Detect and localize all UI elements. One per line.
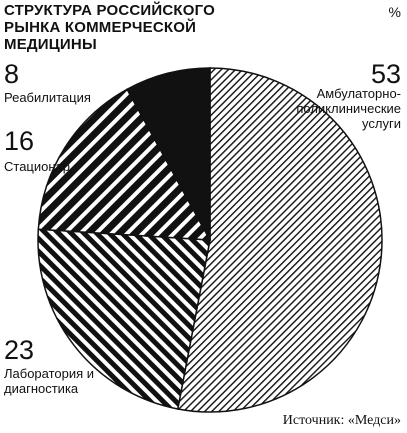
value-label: 53 <box>370 59 401 89</box>
pie-slice <box>37 228 211 410</box>
value-label: 16 <box>4 126 35 156</box>
chart-title: СТРУКТУРА РОССИЙСКОГО РЫНКА КОММЕРЧЕСКОЙ… <box>4 2 215 53</box>
source: Источник: «Медси» <box>282 413 401 428</box>
category-label: Стационар <box>4 159 71 174</box>
category-label: Лаборатория и диагностика <box>4 366 95 396</box>
unit-label: % <box>388 4 401 20</box>
pie-slice <box>37 88 212 241</box>
pie-slice <box>126 67 211 241</box>
pie-slice <box>176 67 383 413</box>
value-label: 8 <box>4 59 20 89</box>
value-label: 23 <box>4 335 35 365</box>
category-label: Амбулаторно-поликлинические услуги <box>296 86 401 131</box>
category-label: Реабилитация <box>4 90 91 105</box>
